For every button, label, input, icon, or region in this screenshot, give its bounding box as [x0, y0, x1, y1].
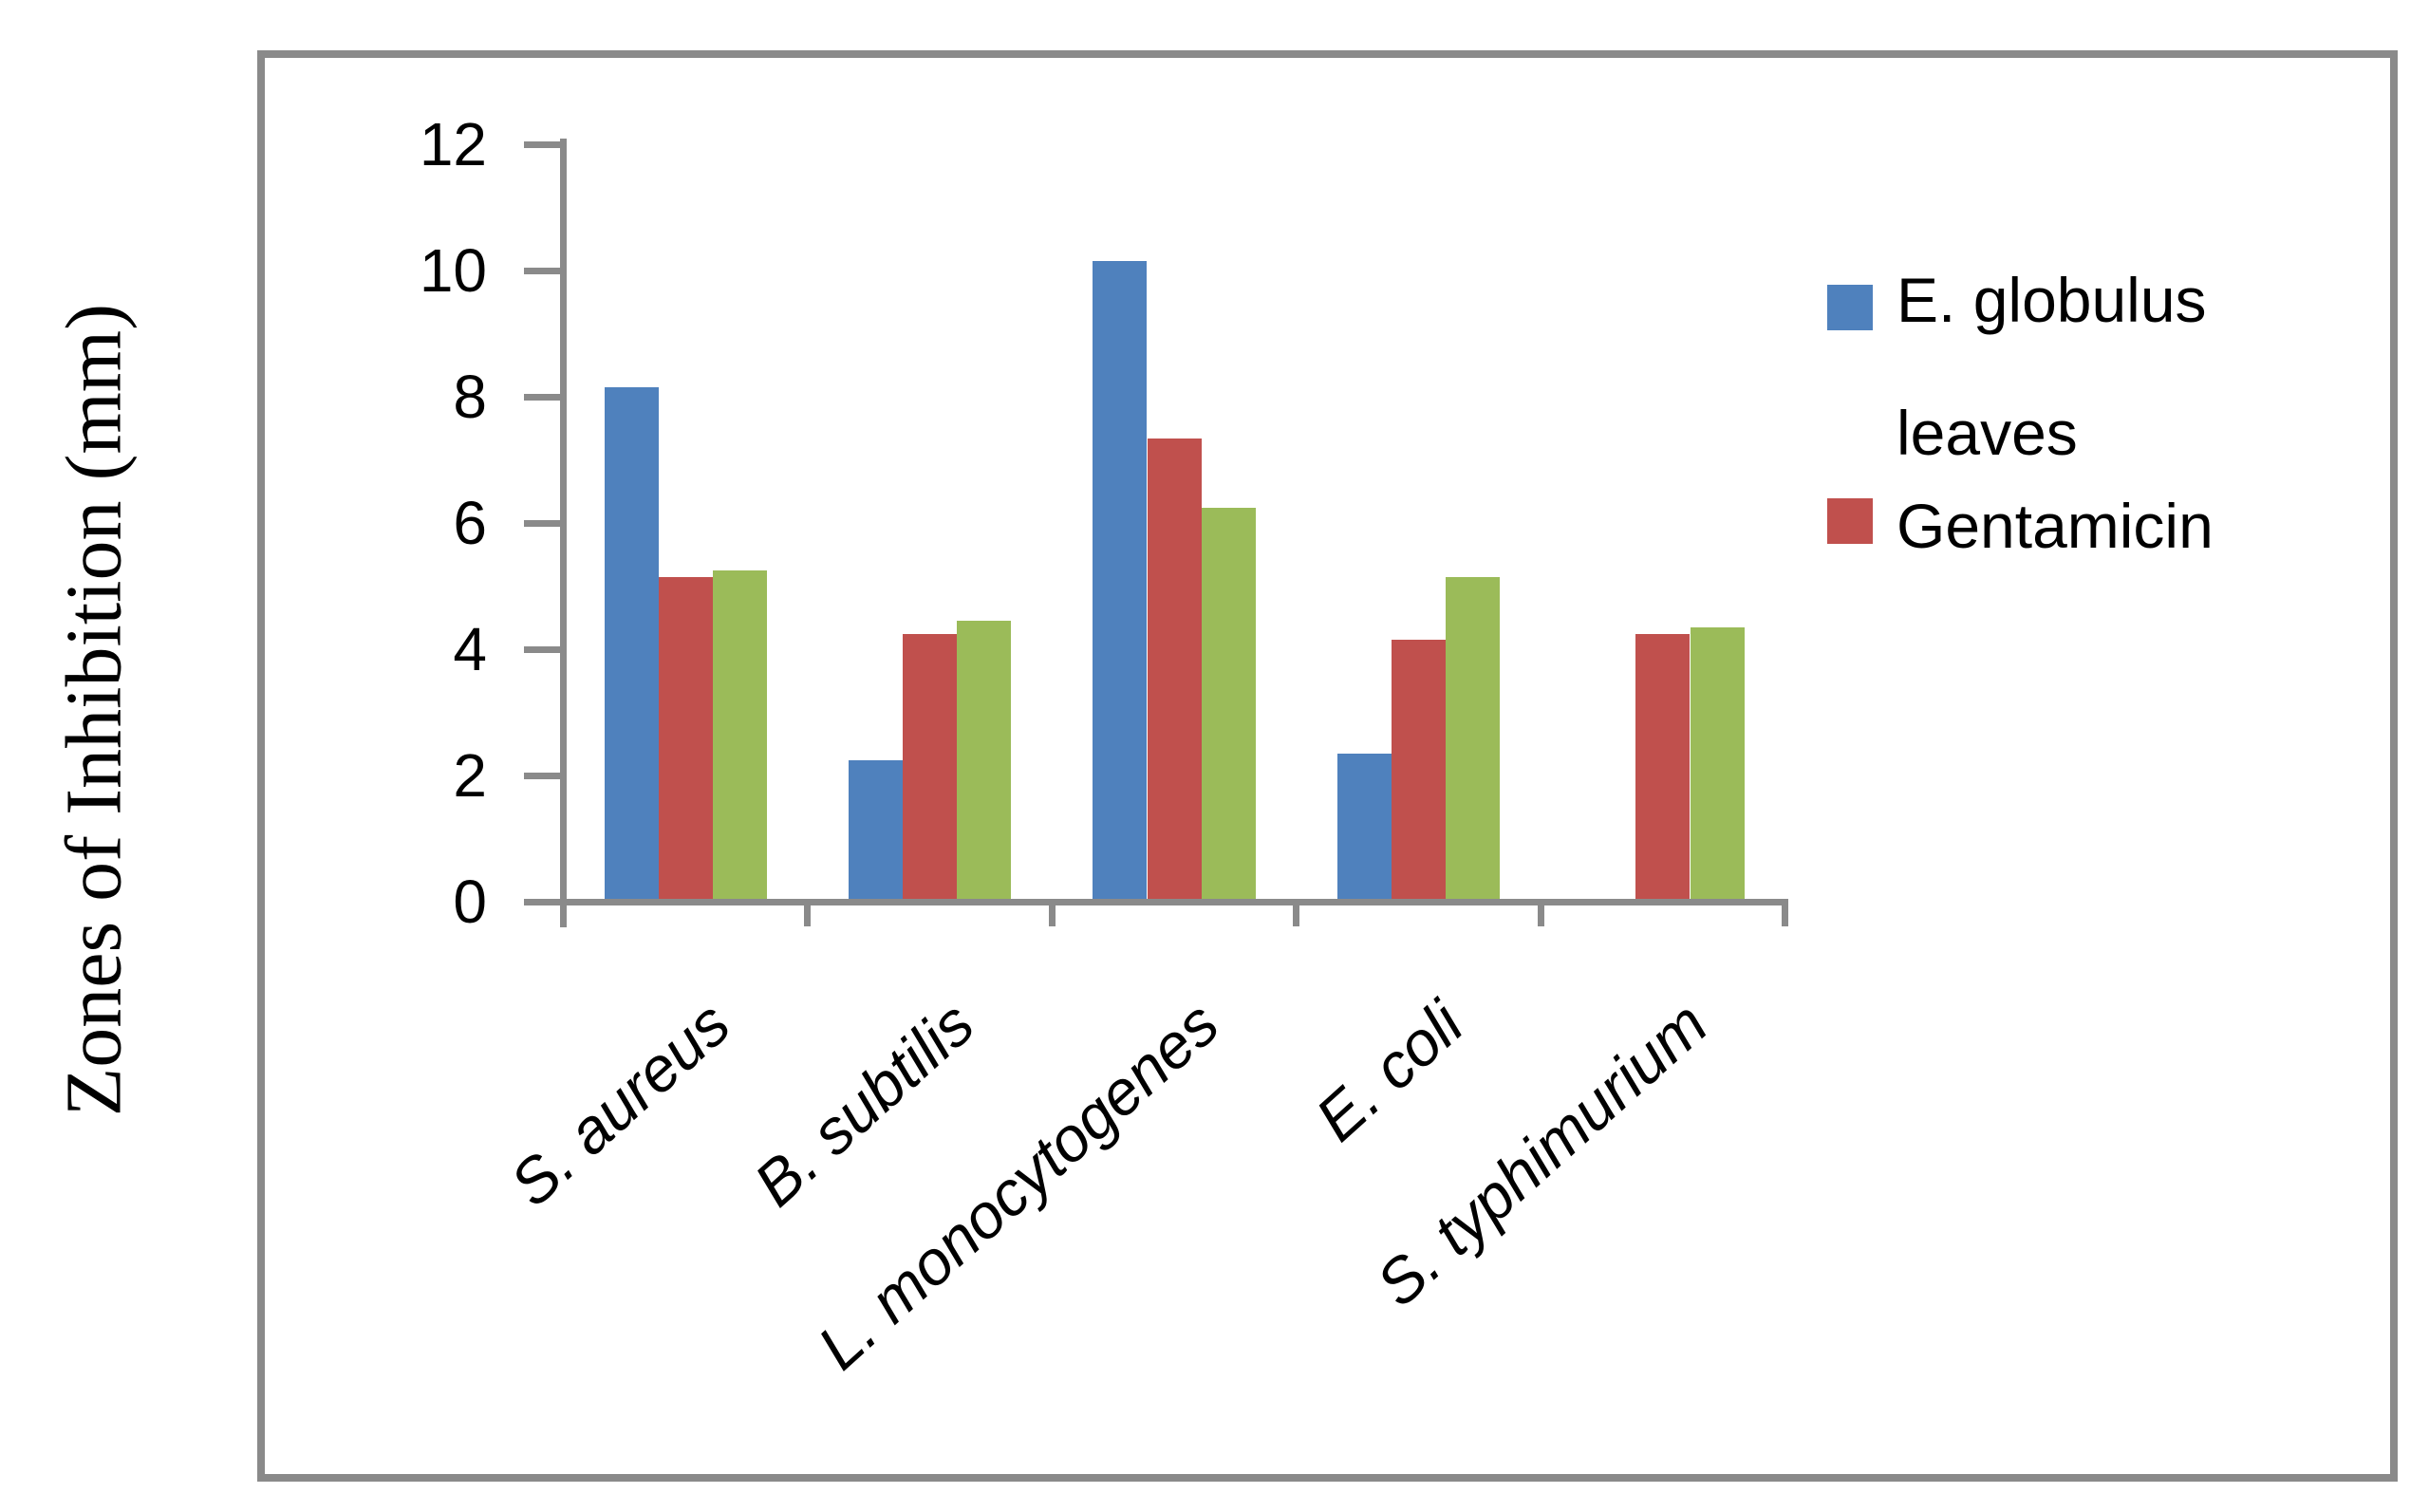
- bar: [1446, 577, 1500, 899]
- bar: [1392, 640, 1446, 899]
- y-tick-label: 2: [453, 741, 487, 810]
- y-tick-mark: [524, 520, 564, 527]
- y-tick-label: 0: [453, 868, 487, 936]
- x-tick-mark: [804, 899, 812, 926]
- bar: [605, 387, 659, 899]
- y-tick-mark: [524, 141, 564, 148]
- bar: [957, 621, 1011, 899]
- bar: [713, 570, 767, 899]
- y-tick-label: 8: [453, 363, 487, 431]
- legend-swatch-gentamicin: [1827, 498, 1873, 544]
- y-tick-label: 12: [419, 110, 487, 178]
- y-tick-mark: [524, 899, 564, 905]
- bar: [1202, 508, 1256, 899]
- bar: [849, 760, 903, 899]
- bar: [903, 634, 957, 899]
- y-tick-mark: [524, 394, 564, 401]
- x-tick-mark: [1293, 899, 1300, 926]
- y-tick-mark: [524, 773, 564, 779]
- y-tick-label: 6: [453, 489, 487, 557]
- x-tick-mark: [1048, 899, 1056, 926]
- y-axis-line: [560, 139, 567, 927]
- bar: [1635, 634, 1690, 899]
- x-tick-mark: [1537, 899, 1544, 926]
- y-tick-label: 4: [453, 615, 487, 683]
- y-tick-label: 10: [419, 236, 487, 305]
- y-tick-mark: [524, 646, 564, 653]
- y-tick-mark: [524, 268, 564, 274]
- legend-swatch-e-globulus: [1827, 285, 1873, 330]
- x-axis-line: [560, 899, 1788, 905]
- bar: [659, 577, 713, 899]
- bar: [1691, 627, 1745, 899]
- legend-label-e-globulus: E. globulus leaves: [1896, 265, 2207, 468]
- x-tick-mark: [1782, 899, 1788, 926]
- bar: [1337, 754, 1392, 899]
- chart-border: [257, 50, 2398, 1482]
- bar: [1148, 439, 1202, 899]
- legend-label-gentamicin: Gentamicin: [1896, 491, 2214, 561]
- y-axis-title: Zones of Inhibition (mm): [49, 303, 139, 1117]
- bar: [1093, 261, 1147, 899]
